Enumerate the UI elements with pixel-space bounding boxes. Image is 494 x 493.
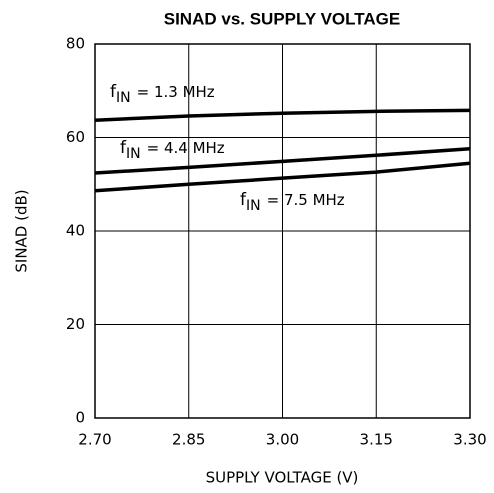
series-label-rest: = 7.5 MHz [267, 191, 345, 209]
data-line [94, 146, 471, 175]
series-label-rest: = 4.4 MHz [147, 139, 225, 157]
y-tick-label: 40 [66, 222, 85, 240]
series-label: fIN = 4.4 MHz [120, 138, 225, 162]
y-tick-label: 0 [75, 409, 85, 427]
series-label: fIN = 7.5 MHz [240, 190, 345, 214]
series-label-name: f [120, 138, 127, 158]
x-tick-label: 2.70 [78, 431, 111, 449]
x-tick-label: 3.30 [453, 431, 486, 449]
y-tick-label: 80 [66, 35, 85, 53]
series-label: fIN = 1.3 MHz [110, 82, 215, 106]
x-tick-label: 3.15 [360, 431, 393, 449]
x-tick-label: 3.00 [266, 431, 299, 449]
y-axis-label: SINAD (dB) [13, 189, 31, 272]
plot-frame [94, 43, 471, 419]
data-line [94, 161, 471, 193]
series-label-sub: IN [126, 146, 141, 162]
series-label-rest: = 1.3 MHz [137, 83, 215, 101]
chart-title: SINAD vs. SUPPLY VOLTAGE [164, 9, 401, 28]
data-line [94, 108, 471, 122]
x-axis-label: SUPPLY VOLTAGE (V) [206, 469, 359, 487]
series-label-sub: IN [116, 90, 131, 106]
y-tick-label: 60 [66, 128, 85, 146]
x-tick-label: 2.85 [172, 431, 205, 449]
y-tick-label: 20 [66, 315, 85, 333]
series-label-name: f [110, 82, 117, 102]
series-label-sub: IN [246, 198, 261, 214]
series-label-name: f [240, 190, 247, 210]
